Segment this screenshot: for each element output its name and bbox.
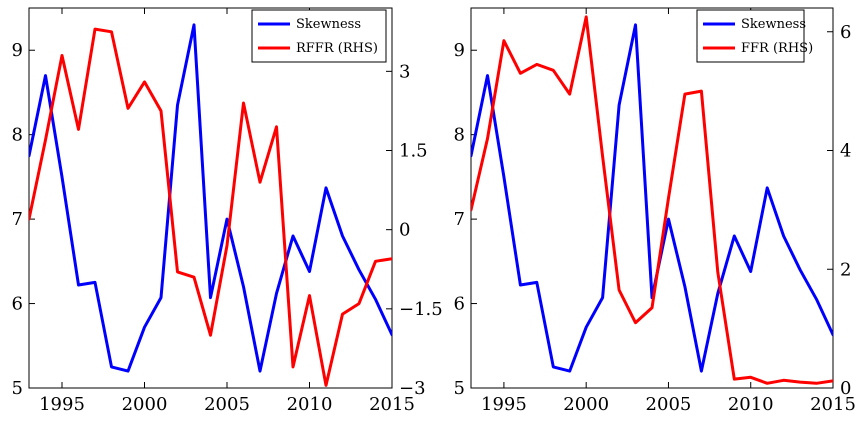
x-tick-label: 2015 xyxy=(369,394,415,415)
y-tick-label-left: 7 xyxy=(12,209,23,230)
series-line-skewness xyxy=(29,23,392,373)
legend-label: Skewness xyxy=(741,17,806,32)
y-tick-label-left: 8 xyxy=(12,125,23,146)
y-tick-label-left: 7 xyxy=(454,209,465,230)
series-line-rhs xyxy=(29,27,392,387)
y-tick-label-right: −3 xyxy=(399,378,426,399)
legend: Skewness FFR (RHS) xyxy=(696,9,813,63)
legend-box xyxy=(696,9,805,63)
y-tick-label-right: 3 xyxy=(399,61,410,82)
y-tick-label-right: 0 xyxy=(399,220,410,241)
plot-frame xyxy=(470,7,834,389)
y-tick-label-right: 0 xyxy=(840,378,851,399)
y-tick-label-left: 9 xyxy=(12,40,23,61)
legend-label: FFR (RHS) xyxy=(741,41,813,56)
y-tick-label-right: 4 xyxy=(840,141,851,162)
chart-panel-1: 1995 2000 2005 2010 2015 5 6 7 8 9 −3 −1.5 0 1.5 3 Skew… xyxy=(12,7,443,415)
x-tick-label: 2005 xyxy=(646,394,692,415)
series-line-skewness xyxy=(471,23,833,373)
legend-box xyxy=(251,9,387,63)
x-tick-label: 2015 xyxy=(810,394,856,415)
x-tick-label: 2000 xyxy=(563,394,609,415)
legend-label: RFFR (RHS) xyxy=(296,41,378,56)
y-tick-label-left: 6 xyxy=(454,294,465,315)
y-tick-label-right: 2 xyxy=(840,259,851,280)
x-tick-label: 1995 xyxy=(481,394,527,415)
y-tick-label-left: 5 xyxy=(454,378,465,399)
y-tick-label-right: 6 xyxy=(840,22,851,43)
y-tick-label-left: 5 xyxy=(12,378,23,399)
x-tick-label: 1995 xyxy=(39,394,85,415)
y-tick-label-left: 6 xyxy=(12,294,23,315)
chart-panel-2: 1995 2000 2005 2010 2015 5 6 7 8 9 0 2 4 6 Skewness FFR… xyxy=(454,7,856,415)
y-tick-label-right: 1.5 xyxy=(399,141,428,162)
series-line-rhs xyxy=(471,15,833,385)
x-tick-label: 2010 xyxy=(287,394,333,415)
legend-label: Skewness xyxy=(296,17,361,32)
y-tick-label-left: 8 xyxy=(454,125,465,146)
legend: Skewness RFFR (RHS) xyxy=(251,9,387,63)
y-tick-label-left: 9 xyxy=(454,40,465,61)
plot-frame xyxy=(28,7,393,389)
x-tick-label: 2005 xyxy=(204,394,250,415)
y-tick-label-right: −1.5 xyxy=(399,299,443,320)
x-tick-label: 2000 xyxy=(122,394,168,415)
x-tick-label: 2010 xyxy=(728,394,774,415)
